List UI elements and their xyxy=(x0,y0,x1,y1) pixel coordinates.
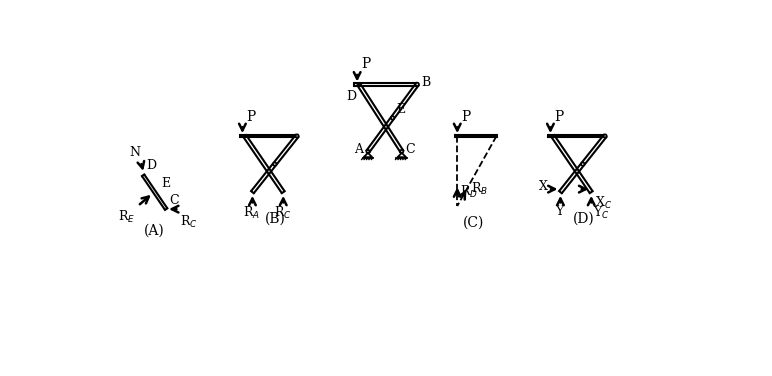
Text: R$_A$: R$_A$ xyxy=(243,205,260,221)
Text: (C): (C) xyxy=(462,216,484,230)
Text: E: E xyxy=(396,103,405,116)
Text: N: N xyxy=(129,146,141,159)
Text: (A): (A) xyxy=(144,224,164,238)
Text: E: E xyxy=(161,177,170,190)
Circle shape xyxy=(400,150,403,153)
Circle shape xyxy=(415,83,419,86)
Text: (D): (D) xyxy=(573,212,594,226)
Circle shape xyxy=(581,162,584,166)
Text: D: D xyxy=(146,159,156,172)
Text: C: C xyxy=(405,143,415,156)
Text: X: X xyxy=(538,180,547,193)
Text: (B): (B) xyxy=(265,212,286,226)
Circle shape xyxy=(604,135,607,138)
Text: Y: Y xyxy=(555,205,563,218)
Text: P: P xyxy=(461,110,470,124)
Circle shape xyxy=(273,162,276,166)
Circle shape xyxy=(296,135,299,138)
Text: A: A xyxy=(354,143,364,156)
Text: R$_B$: R$_B$ xyxy=(471,181,488,197)
Text: R$_D$: R$_D$ xyxy=(460,184,478,200)
Circle shape xyxy=(391,116,394,120)
Text: P: P xyxy=(246,110,256,124)
Text: R$_E$: R$_E$ xyxy=(118,209,135,225)
Text: P: P xyxy=(361,57,371,71)
Text: X$_C$: X$_C$ xyxy=(595,195,612,211)
Text: P: P xyxy=(554,110,564,124)
Text: R$_C$: R$_C$ xyxy=(273,205,291,221)
Text: B: B xyxy=(421,76,430,89)
Text: R$_C$: R$_C$ xyxy=(180,214,198,230)
Circle shape xyxy=(367,150,370,153)
Text: Y$_C$: Y$_C$ xyxy=(593,205,609,221)
Text: C: C xyxy=(169,194,179,207)
Text: D: D xyxy=(347,90,357,103)
